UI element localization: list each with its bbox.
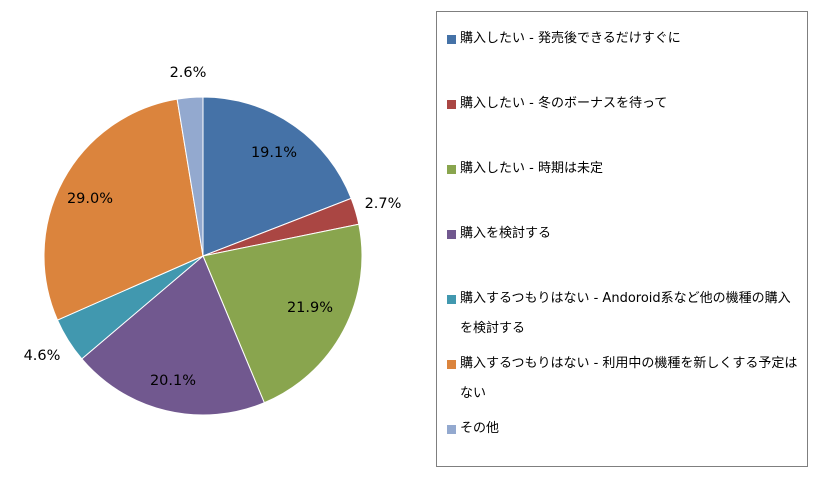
pie-slice	[176, 96, 204, 257]
legend-swatch	[447, 35, 456, 44]
legend-label: 購入したい - 発売後できるだけすぐに	[460, 31, 681, 46]
legend-label: 購入したい - 時期は未定	[460, 161, 603, 176]
legend-label: 購入するつもりはない - Andoroid系など他の機種の購入を検討する	[460, 291, 791, 336]
legend-label: 購入するつもりはない - 利用中の機種を新しくする予定はない	[460, 356, 798, 401]
slice-value-label: 2.7%	[365, 196, 402, 212]
legend-swatch	[447, 360, 456, 369]
legend-swatch	[447, 100, 456, 109]
legend: 購入したい - 発売後できるだけすぐに 購入したい - 冬のボーナスを待って 購入し…	[436, 11, 808, 467]
pie-slice-labels: 19.1% 2.7% 21.9% 20.1% 4.6% 29.0% 2.6%	[24, 65, 402, 389]
slice-value-label: 19.1%	[251, 145, 297, 161]
pie-slices	[43, 96, 363, 416]
pie-chart: 19.1% 2.7% 21.9% 20.1% 4.6% 29.0% 2.6%	[24, 65, 402, 416]
pie-slice	[202, 96, 352, 257]
slice-value-label: 29.0%	[67, 191, 113, 207]
slice-value-label: 20.1%	[150, 373, 196, 389]
legend-swatch	[447, 165, 456, 174]
slice-value-label: 4.6%	[24, 348, 61, 364]
legend-swatch	[447, 295, 456, 304]
pie-slice	[81, 255, 265, 416]
legend-swatch	[447, 425, 456, 434]
pie-slice	[43, 98, 204, 321]
legend-swatch	[447, 230, 456, 239]
slice-value-label: 21.9%	[287, 300, 333, 316]
pie-slice	[202, 223, 363, 404]
slice-value-label: 2.6%	[170, 65, 207, 81]
legend-label: 購入したい - 冬のボーナスを待って	[460, 96, 668, 111]
legend-label: 購入を検討する	[460, 226, 552, 241]
legend-label: その他	[460, 421, 500, 436]
